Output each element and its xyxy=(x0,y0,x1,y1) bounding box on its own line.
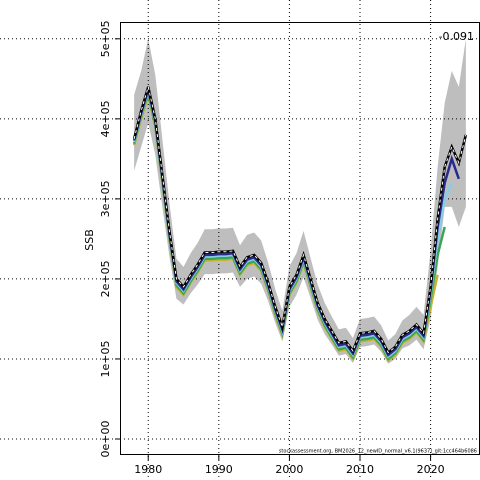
plot-frame xyxy=(120,22,480,455)
x-tick-label: 2010 xyxy=(346,463,374,476)
series-line-dash xyxy=(133,86,467,354)
y-tick-label: 4e+05 xyxy=(99,100,112,137)
series-line xyxy=(132,94,439,363)
y-tick-label: 0e+00 xyxy=(99,421,112,458)
x-tick-label: 2020 xyxy=(417,463,445,476)
x-tick-label: 2000 xyxy=(275,463,303,476)
y-axis-label: SSB xyxy=(83,229,96,251)
x-tick-label: 1980 xyxy=(134,463,162,476)
series-line xyxy=(132,88,446,361)
annotation: -0.091 xyxy=(439,30,474,43)
y-tick-label: 3e+05 xyxy=(99,180,112,217)
y-tick-label: 1e+05 xyxy=(99,340,112,377)
x-tick-label: 1990 xyxy=(205,463,233,476)
series-line xyxy=(132,90,453,359)
confidence-band xyxy=(134,38,466,364)
y-tick-label: 5e+05 xyxy=(99,20,112,57)
footer: stockassessment.org, BM2026_12_newID_nor… xyxy=(279,449,477,455)
y-tick-label: 2e+05 xyxy=(99,260,112,297)
